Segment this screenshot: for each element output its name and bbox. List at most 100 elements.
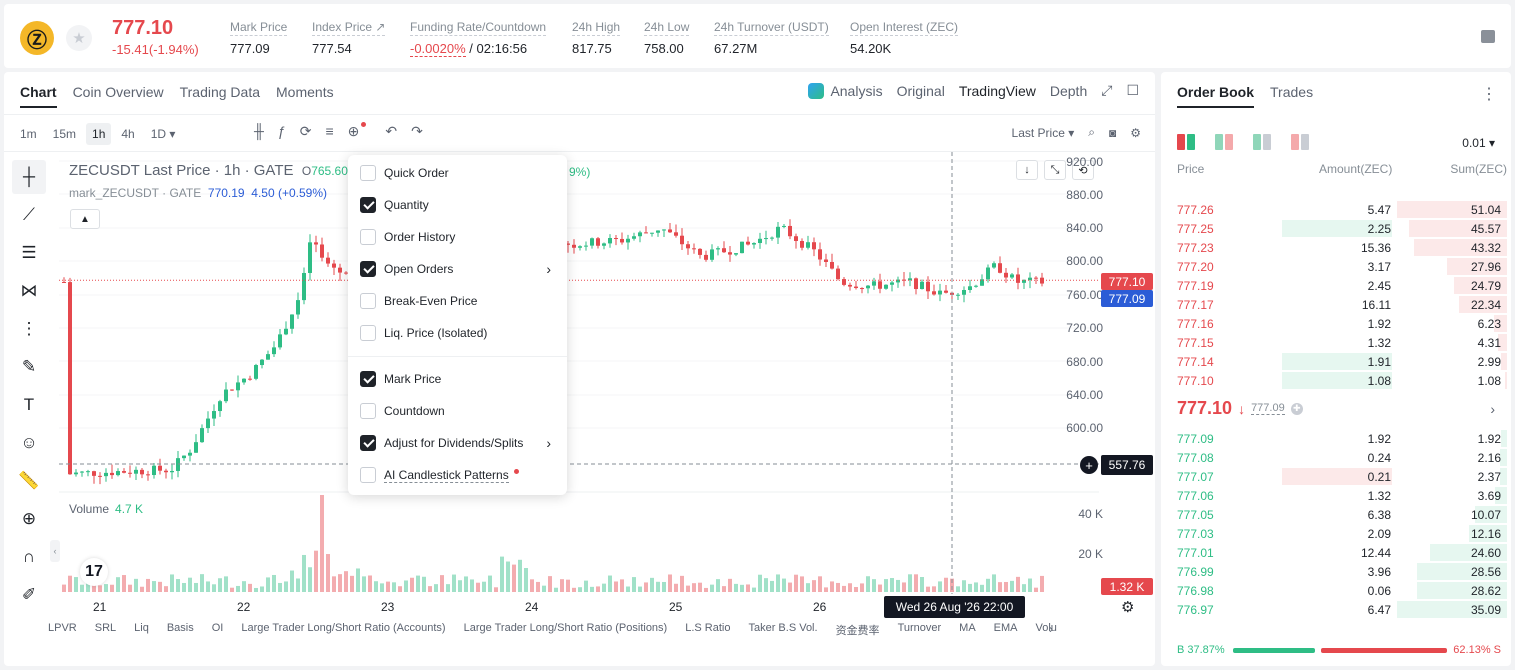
order-book-row[interactable]: 776.97 6.47 35.09 xyxy=(1161,600,1511,619)
add-plus-icon[interactable]: ⊕ xyxy=(348,122,366,140)
checkbox[interactable] xyxy=(360,371,376,387)
order-book-row[interactable]: 777.19 2.45 24.79 xyxy=(1161,276,1511,295)
axis-settings-icon[interactable]: ⚙ xyxy=(1121,599,1135,616)
interval-1m[interactable]: 1m xyxy=(20,127,37,141)
indicator-item[interactable]: MA xyxy=(959,622,976,634)
order-book-row[interactable]: 777.07 0.21 2.37 xyxy=(1161,467,1511,486)
checkbox[interactable] xyxy=(360,435,376,451)
order-book-row[interactable]: 777.26 5.47 51.04 xyxy=(1161,200,1511,219)
indicator-item[interactable]: Volu xyxy=(1035,622,1057,634)
emoji-icon[interactable]: ☺ xyxy=(20,433,38,452)
indicator-item[interactable]: Liq xyxy=(134,622,149,634)
chevron-right-icon[interactable]: › xyxy=(1049,622,1053,636)
reset-view-icon[interactable]: ⟲ xyxy=(1072,160,1094,180)
checkbox[interactable] xyxy=(360,325,376,341)
interval-1h[interactable]: 1h xyxy=(86,123,112,145)
checkbox[interactable] xyxy=(360,467,376,483)
indicators-icon[interactable]: ƒ xyxy=(277,123,286,139)
tab-trades[interactable]: Trades xyxy=(1270,84,1314,100)
menu-item[interactable]: Countdown xyxy=(348,397,567,425)
price-type-select[interactable]: Last Price ▾ xyxy=(1011,125,1075,140)
order-book-row[interactable]: 777.08 0.24 2.16 xyxy=(1161,448,1511,467)
menu-item[interactable]: AI Candlestick Patterns xyxy=(348,461,567,489)
menu-item[interactable]: Open Orders › xyxy=(348,255,567,283)
brush-icon[interactable]: ✎ xyxy=(21,357,37,376)
menu-item[interactable]: Liq. Price (Isolated) xyxy=(348,319,567,347)
tab-moments[interactable]: Moments xyxy=(276,84,334,100)
interval-15m[interactable]: 15m xyxy=(52,127,77,141)
scroll-down-icon[interactable]: ↓ xyxy=(1016,160,1038,180)
refresh-icon[interactable]: ⟳ xyxy=(299,123,312,139)
expand-sidebar-chevron-icon[interactable]: ‹ xyxy=(50,540,60,562)
order-book-row[interactable]: 777.23 15.36 43.32 xyxy=(1161,238,1511,257)
tab-tradingview[interactable]: TradingView xyxy=(958,82,1036,99)
checkbox[interactable] xyxy=(360,403,376,419)
order-book-row[interactable]: 777.17 16.11 22.34 xyxy=(1161,295,1511,314)
indicator-item[interactable]: Large Trader Long/Short Ratio (Positions… xyxy=(463,622,668,634)
order-book-row[interactable]: 777.01 12.44 24.60 xyxy=(1161,543,1511,562)
tab-coin-overview[interactable]: Coin Overview xyxy=(72,84,164,100)
tab-trading-data[interactable]: Trading Data xyxy=(179,84,261,100)
view-sell-icon[interactable] xyxy=(1215,134,1233,150)
interval-1d[interactable]: 1D ▾ xyxy=(150,127,176,141)
undo-icon[interactable]: ↶ xyxy=(385,123,398,139)
order-book-row[interactable]: 777.03 2.09 12.16 xyxy=(1161,524,1511,543)
tab-original[interactable]: Original xyxy=(896,82,945,99)
order-book-row[interactable]: 777.25 2.25 45.57 xyxy=(1161,219,1511,238)
expand-icon[interactable]: ⤢ xyxy=(1101,82,1113,98)
menu-item[interactable]: Mark Price xyxy=(348,365,567,393)
menu-item[interactable]: Quick Order xyxy=(348,159,567,187)
notebook-icon[interactable] xyxy=(1481,30,1495,43)
indicator-item[interactable]: Large Trader Long/Short Ratio (Accounts) xyxy=(241,622,446,634)
order-book-row[interactable]: 777.15 1.32 4.31 xyxy=(1161,333,1511,352)
tab-order-book[interactable]: Order Book xyxy=(1177,84,1255,108)
search-icon[interactable]: ⌕ xyxy=(1088,125,1095,139)
checkbox[interactable] xyxy=(360,197,376,213)
pencil-icon[interactable]: ✐ xyxy=(21,585,37,604)
indicator-item[interactable]: OI xyxy=(211,622,224,634)
view-both-icon[interactable] xyxy=(1177,134,1195,150)
order-book-row[interactable]: 777.05 6.38 10.07 xyxy=(1161,505,1511,524)
candlestick-chart[interactable] xyxy=(59,152,1099,666)
ruler-icon[interactable]: 📏 xyxy=(18,471,40,490)
precision-select[interactable]: 0.01 ▾ xyxy=(1462,136,1495,150)
interval-4h[interactable]: 4h xyxy=(121,127,135,141)
order-book-row[interactable]: 777.06 1.32 3.69 xyxy=(1161,486,1511,505)
checkbox[interactable] xyxy=(360,229,376,245)
stat-index-price[interactable]: Index Price ↗ 777.54 xyxy=(312,20,386,56)
settings-list-icon[interactable]: ≡ xyxy=(325,123,334,139)
horizontal-lines-icon[interactable]: ☰ xyxy=(21,243,37,262)
camera-icon[interactable]: ◙ xyxy=(1108,125,1117,140)
order-book-row[interactable]: 777.20 3.17 27.96 xyxy=(1161,257,1511,276)
trendline-icon[interactable]: ⟋ xyxy=(23,205,35,224)
collapse-legend-button[interactable]: ▲ xyxy=(70,209,100,229)
crosshair-icon[interactable]: ┼ xyxy=(12,160,46,194)
order-book-row[interactable]: 777.16 1.92 6.23 xyxy=(1161,314,1511,333)
fib-icon[interactable]: ⋮ xyxy=(20,319,38,338)
magnet-icon[interactable]: ∩ xyxy=(22,547,36,566)
zoom-icon[interactable]: ⊕ xyxy=(21,509,37,528)
analysis-button[interactable]: Analysis xyxy=(808,82,883,99)
text-icon[interactable]: T xyxy=(23,395,35,414)
order-book-row[interactable]: 777.14 1.91 2.99 xyxy=(1161,352,1511,371)
indicator-item[interactable]: SRL xyxy=(94,622,117,634)
indicator-item[interactable]: LPVR xyxy=(48,622,77,634)
gear-icon[interactable]: ⚙ xyxy=(1130,125,1141,140)
order-book-row[interactable]: 777.09 1.92 1.92 xyxy=(1161,429,1511,448)
checkbox[interactable] xyxy=(360,165,376,181)
favorite-star-icon[interactable]: ★ xyxy=(66,25,92,51)
checkbox[interactable] xyxy=(360,293,376,309)
menu-item[interactable]: Quantity xyxy=(348,191,567,219)
view-buy-icon[interactable] xyxy=(1253,134,1271,150)
menu-item[interactable]: Break-Even Price xyxy=(348,287,567,315)
indicator-item[interactable]: Basis xyxy=(166,622,194,634)
checkbox[interactable] xyxy=(360,261,376,277)
window-icon[interactable]: ☐ xyxy=(1126,82,1139,98)
redo-icon[interactable]: ↷ xyxy=(411,123,423,139)
more-vertical-icon[interactable]: ⋮ xyxy=(1481,86,1497,103)
indicator-item[interactable]: 资金费率 xyxy=(835,625,880,637)
tab-depth[interactable]: Depth xyxy=(1049,82,1088,99)
candle-type-icon[interactable]: ╫ xyxy=(254,123,264,139)
chevron-right-icon[interactable]: › xyxy=(1490,401,1495,417)
indicator-item[interactable]: L.S Ratio xyxy=(685,622,731,634)
